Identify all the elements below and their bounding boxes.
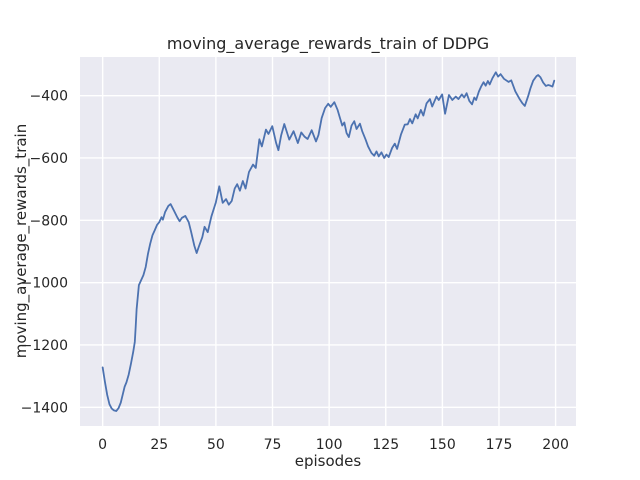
x-tick-label: 150 — [429, 437, 456, 453]
y-tick-label: −1400 — [21, 400, 68, 416]
y-tick-label: −1200 — [21, 338, 68, 354]
x-tick-label: 0 — [98, 437, 107, 453]
y-tick-label: −1000 — [21, 276, 68, 292]
y-tick-label: −800 — [30, 213, 68, 229]
x-tick-label: 200 — [542, 437, 569, 453]
x-axis-label: episodes — [294, 452, 362, 470]
x-tick-label: 175 — [486, 437, 513, 453]
y-tick-label: −600 — [30, 151, 68, 167]
x-tick-label: 75 — [264, 437, 282, 453]
chart-title: moving_average_rewards_train of DDPG — [166, 34, 490, 53]
x-tick-label: 50 — [207, 437, 225, 453]
x-tick-label: 100 — [316, 437, 343, 453]
x-tick-label: 125 — [372, 437, 399, 453]
data-line — [101, 71, 556, 412]
x-tick-label: 25 — [150, 437, 168, 453]
axes-background — [80, 57, 576, 426]
y-tick-label: −400 — [30, 89, 68, 105]
y-axis-label: moving_average_rewards_train — [12, 123, 30, 359]
